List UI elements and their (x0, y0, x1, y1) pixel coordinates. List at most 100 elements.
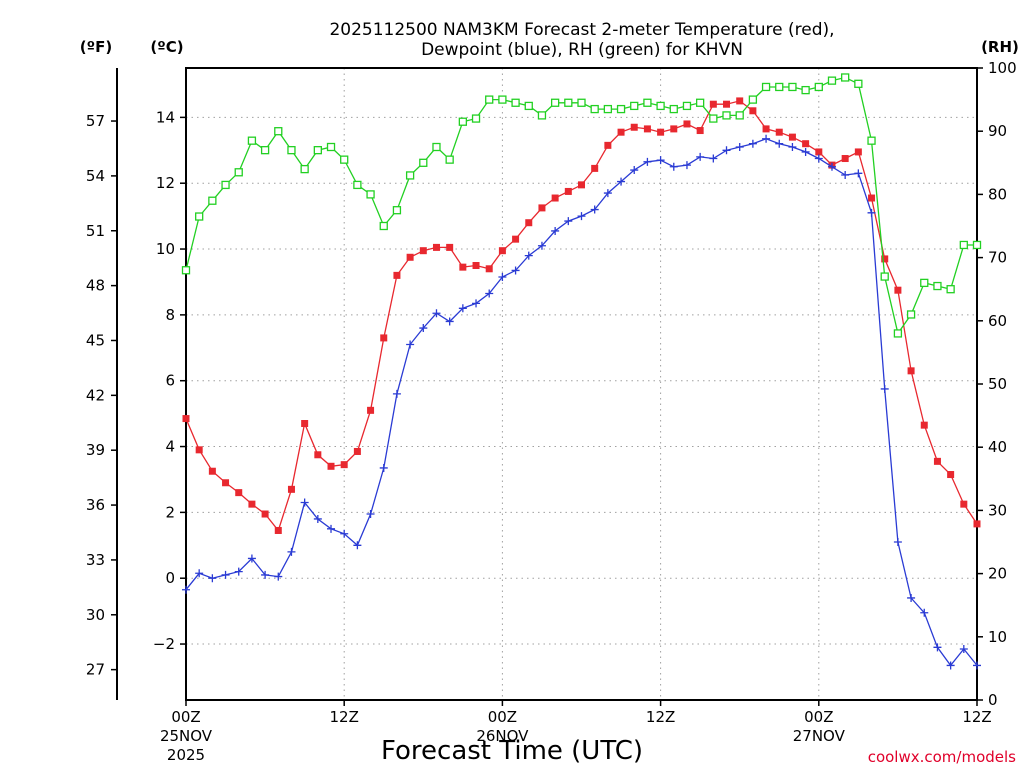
rh-point (616, 104, 626, 114)
rh-point (313, 146, 322, 155)
rh-point (564, 98, 573, 107)
rh-point (379, 221, 388, 231)
dewpoint-point (880, 384, 889, 393)
temperature-point (353, 447, 361, 455)
temperature-point (314, 451, 322, 459)
rh-point (498, 95, 507, 104)
temperature-point (973, 520, 981, 528)
celsius-tick-label: 10 (156, 240, 175, 258)
fahrenheit-tick-label: 30 (86, 606, 105, 624)
dewpoint-point (920, 608, 929, 617)
x-tick-label: 12Z (330, 708, 359, 726)
temperature-point (894, 286, 902, 294)
x-tick-label: 26NOV (476, 727, 529, 745)
dewpoint-point (287, 547, 296, 556)
celsius-tick-label: 8 (165, 306, 175, 324)
dewpoint-point (300, 498, 309, 507)
fahrenheit-tick-label: 27 (86, 661, 105, 679)
celsius-tick-label: 0 (165, 569, 175, 587)
temperature-point (512, 235, 520, 243)
rh-point (814, 82, 823, 92)
dewpoint-point (432, 309, 441, 318)
x-tick-label: 25NOV (160, 727, 213, 745)
rh-tick-label: 70 (988, 249, 1007, 267)
temperature-point (775, 128, 783, 136)
dewpoint-point (511, 266, 520, 275)
dewpoint-point (551, 226, 560, 235)
x-tick-label: 00Z (171, 708, 200, 726)
dewpoint-point (735, 143, 744, 151)
rh-point (274, 127, 283, 136)
temperature-point (960, 500, 968, 508)
dewpoint-point (261, 570, 270, 579)
dewpoint-point (788, 143, 797, 151)
rh-point (893, 329, 903, 338)
rh-point (630, 101, 639, 111)
dewpoint-point (524, 251, 533, 260)
rh-point (801, 85, 810, 95)
x-tick-label: 27NOV (793, 727, 846, 745)
temperature-point (525, 219, 533, 227)
temperature-point (327, 462, 335, 470)
dewpoint-point (603, 189, 612, 198)
temperature-point (195, 446, 203, 454)
dewpoint-point (577, 212, 586, 221)
dewpoint-point (195, 569, 204, 578)
grid-lines (186, 68, 977, 700)
temperature-point (274, 526, 282, 534)
x-tick-label: 00Z (804, 708, 833, 726)
rh-point (366, 190, 375, 199)
dewpoint-point (682, 161, 691, 170)
dewpoint-point (340, 529, 349, 538)
rh-point (326, 142, 336, 152)
temperature-point (920, 421, 928, 429)
rh-point (682, 101, 692, 111)
temperature-point (419, 247, 427, 255)
temperature-point (301, 420, 309, 427)
temperature-point (749, 107, 757, 115)
rh-point (247, 136, 257, 145)
temperature-point (538, 204, 546, 212)
rh-point (972, 240, 982, 250)
temperature-point (933, 457, 941, 465)
temperature-point (657, 128, 665, 136)
rh-point (775, 82, 784, 92)
rh-point (827, 76, 837, 85)
rh-tick-label: 40 (988, 438, 1007, 456)
dewpoint-point (854, 169, 863, 178)
temperature-point (762, 125, 770, 133)
rh-point (550, 98, 560, 107)
rh-tick-label: 0 (988, 691, 998, 709)
rh-point (577, 98, 586, 107)
rh-point (946, 285, 955, 294)
temperature-point (868, 194, 876, 202)
rh-tick-label: 60 (988, 312, 1007, 330)
temperature-point (380, 334, 388, 342)
rh-point (867, 136, 876, 145)
temperature-point (670, 125, 678, 133)
dewpoint-point (946, 661, 955, 670)
fahrenheit-tick-label: 36 (86, 496, 105, 514)
rh-point (300, 164, 309, 174)
dewpoint-point (722, 146, 731, 155)
x-tick-label: 2025 (167, 746, 205, 764)
dewpoint-point (419, 324, 428, 333)
temperature-point (472, 262, 480, 269)
temperature-point (208, 467, 216, 475)
rh-point (761, 82, 771, 92)
rh-tick-label: 80 (988, 185, 1007, 203)
rh-line (185, 76, 977, 335)
celsius-tick-label: −2 (153, 635, 175, 653)
dewpoint-point (458, 304, 467, 313)
dewpoint-point (274, 572, 283, 581)
rh-point (195, 212, 204, 221)
dewpoint-point (590, 205, 599, 214)
dewpoint-point (327, 524, 336, 533)
rh-point (959, 240, 968, 250)
rh-point (933, 281, 942, 291)
rh-point (260, 146, 270, 155)
dewpoint-point (643, 157, 652, 166)
rh-tick-label: 90 (988, 122, 1007, 140)
dewpoint-point (748, 139, 757, 148)
dewpoint-point (696, 152, 705, 161)
